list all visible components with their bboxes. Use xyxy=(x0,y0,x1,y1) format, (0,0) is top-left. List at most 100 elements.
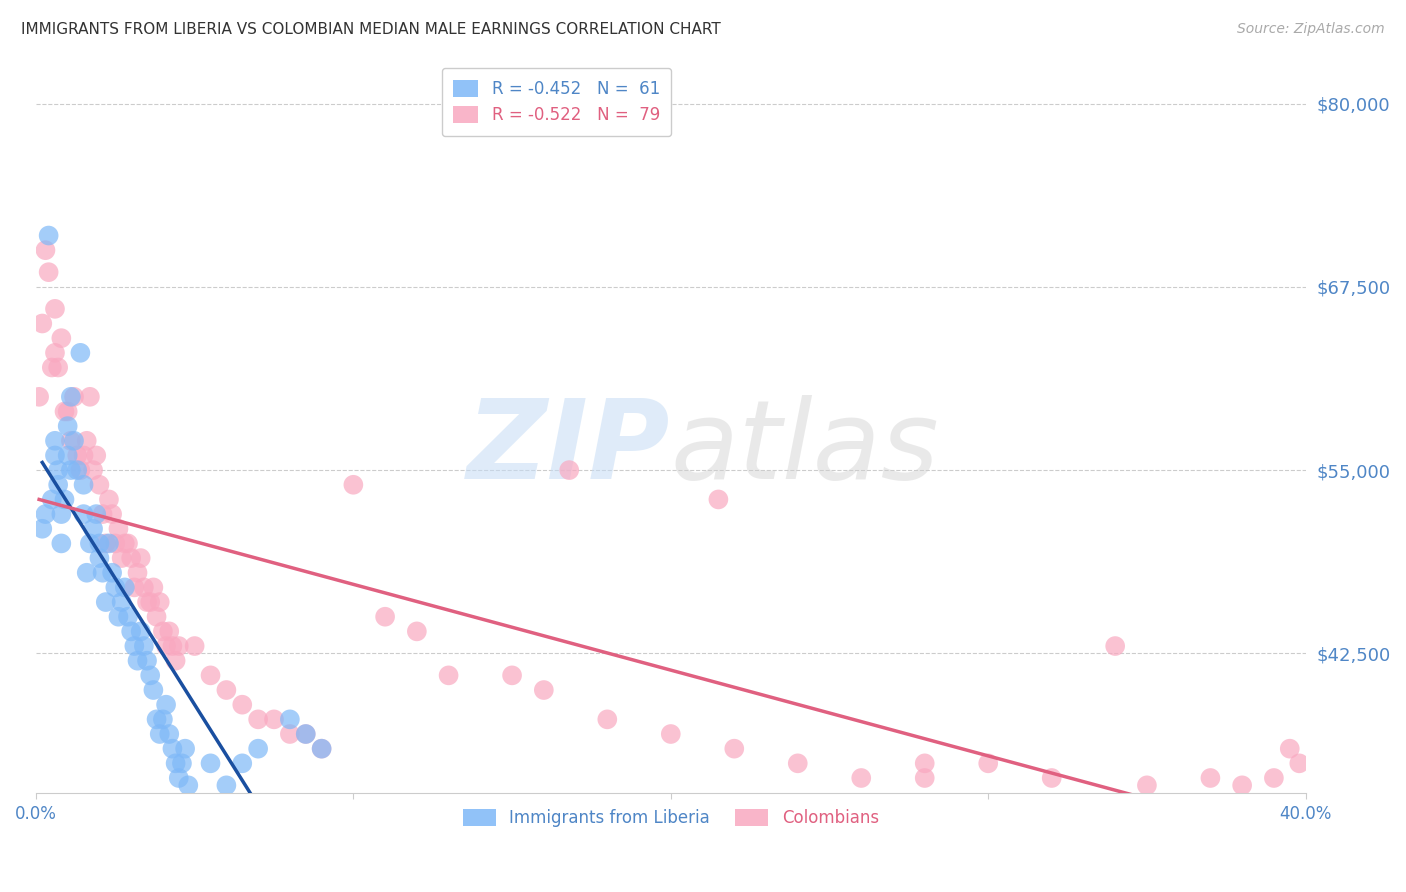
Text: atlas: atlas xyxy=(671,394,939,501)
Point xyxy=(145,609,167,624)
Point xyxy=(41,360,63,375)
Point xyxy=(63,390,86,404)
Point xyxy=(46,360,69,375)
Point xyxy=(76,434,98,448)
Point xyxy=(145,712,167,726)
Point xyxy=(558,463,581,477)
Point xyxy=(157,624,180,639)
Point xyxy=(104,536,127,550)
Point xyxy=(136,654,159,668)
Point xyxy=(91,507,114,521)
Point xyxy=(129,551,152,566)
Point xyxy=(129,624,152,639)
Point xyxy=(56,404,79,418)
Point xyxy=(89,477,111,491)
Point xyxy=(114,536,136,550)
Point xyxy=(263,712,285,726)
Point xyxy=(53,404,76,418)
Point xyxy=(44,434,66,448)
Point xyxy=(111,551,134,566)
Point xyxy=(72,507,94,521)
Point xyxy=(117,609,139,624)
Point xyxy=(1199,771,1222,785)
Point xyxy=(44,346,66,360)
Point xyxy=(56,449,79,463)
Point xyxy=(69,346,91,360)
Point xyxy=(215,683,238,698)
Point xyxy=(38,265,60,279)
Point xyxy=(1040,771,1063,785)
Point xyxy=(342,477,364,491)
Point xyxy=(311,741,333,756)
Point xyxy=(311,741,333,756)
Point xyxy=(120,551,142,566)
Point xyxy=(127,566,149,580)
Point xyxy=(59,434,82,448)
Point xyxy=(132,639,155,653)
Point xyxy=(155,639,177,653)
Point xyxy=(162,639,184,653)
Point xyxy=(89,551,111,566)
Point xyxy=(79,536,101,550)
Point xyxy=(174,741,197,756)
Point xyxy=(94,536,117,550)
Point xyxy=(533,683,555,698)
Point xyxy=(51,331,73,345)
Point xyxy=(107,522,129,536)
Point xyxy=(215,778,238,792)
Point xyxy=(139,668,162,682)
Point xyxy=(851,771,873,785)
Point xyxy=(44,301,66,316)
Point xyxy=(914,771,936,785)
Point xyxy=(124,581,146,595)
Point xyxy=(84,449,107,463)
Point xyxy=(200,668,222,682)
Point xyxy=(157,727,180,741)
Point xyxy=(82,522,104,536)
Point xyxy=(46,463,69,477)
Point xyxy=(46,477,69,491)
Point xyxy=(167,771,190,785)
Point xyxy=(977,756,1000,771)
Point xyxy=(41,492,63,507)
Point xyxy=(914,756,936,771)
Point xyxy=(149,727,172,741)
Point xyxy=(34,243,56,257)
Point xyxy=(1230,778,1253,792)
Point xyxy=(97,536,120,550)
Point xyxy=(278,727,301,741)
Point xyxy=(31,317,53,331)
Point xyxy=(97,492,120,507)
Text: ZIP: ZIP xyxy=(467,394,671,501)
Point xyxy=(177,778,200,792)
Point xyxy=(374,609,396,624)
Point xyxy=(66,449,89,463)
Point xyxy=(127,654,149,668)
Point xyxy=(66,463,89,477)
Point xyxy=(69,463,91,477)
Text: Source: ZipAtlas.com: Source: ZipAtlas.com xyxy=(1237,22,1385,37)
Point xyxy=(111,595,134,609)
Point xyxy=(31,522,53,536)
Point xyxy=(101,566,124,580)
Point xyxy=(152,624,174,639)
Point xyxy=(51,507,73,521)
Point xyxy=(59,390,82,404)
Point xyxy=(72,449,94,463)
Point xyxy=(1278,741,1301,756)
Point xyxy=(51,536,73,550)
Point xyxy=(437,668,460,682)
Point xyxy=(53,492,76,507)
Point xyxy=(94,595,117,609)
Point xyxy=(162,741,184,756)
Point xyxy=(294,727,316,741)
Point xyxy=(231,756,253,771)
Point xyxy=(124,639,146,653)
Point xyxy=(56,419,79,434)
Point xyxy=(76,566,98,580)
Point xyxy=(165,756,187,771)
Point xyxy=(34,507,56,521)
Point xyxy=(84,507,107,521)
Point xyxy=(104,581,127,595)
Point xyxy=(107,609,129,624)
